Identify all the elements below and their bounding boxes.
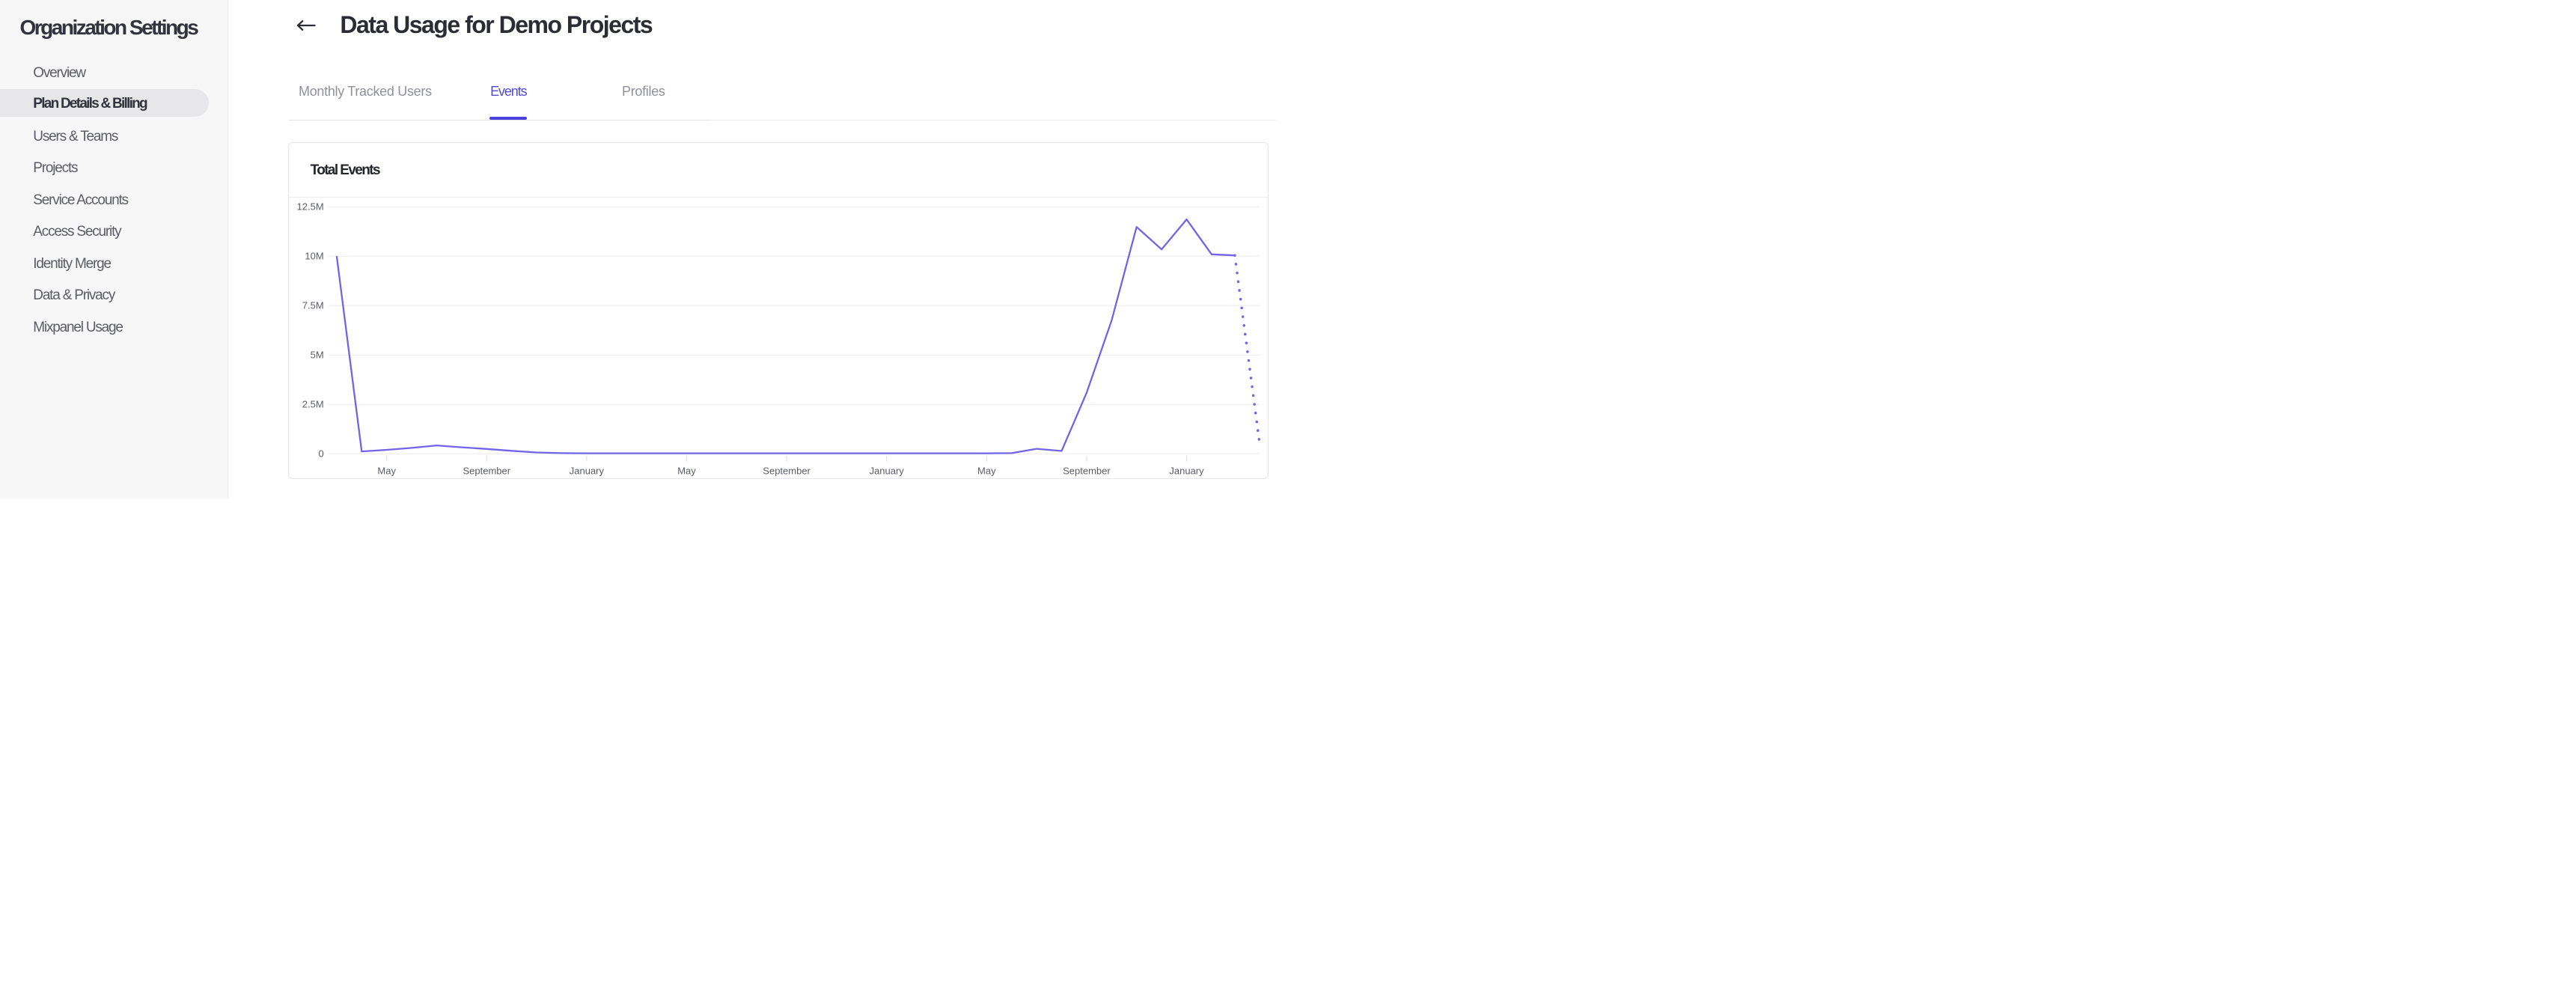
svg-text:September: September (463, 465, 511, 476)
svg-text:May: May (378, 465, 397, 476)
svg-text:May: May (977, 465, 996, 476)
svg-text:September: September (1063, 465, 1111, 476)
svg-text:January: January (870, 465, 905, 476)
svg-text:January: January (1169, 465, 1204, 476)
svg-text:September: September (763, 465, 811, 476)
svg-text:0: 0 (319, 448, 324, 459)
svg-text:2.5M: 2.5M (302, 398, 324, 409)
svg-text:10M: 10M (305, 250, 323, 261)
svg-text:5M: 5M (311, 349, 324, 360)
svg-text:7.5M: 7.5M (302, 299, 324, 311)
svg-text:May: May (677, 465, 696, 476)
svg-text:January: January (570, 465, 605, 476)
svg-text:12.5M: 12.5M (297, 201, 324, 212)
